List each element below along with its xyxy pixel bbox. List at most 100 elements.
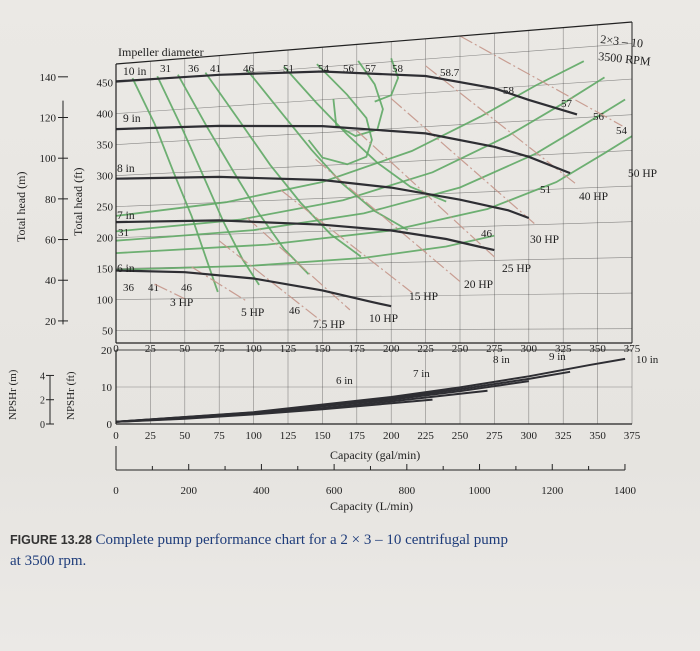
capacity-gpm-tick-label: 0 xyxy=(113,430,119,442)
efficiency-label-low: 41 xyxy=(148,282,159,294)
efficiency-curve xyxy=(307,63,373,166)
top-frame-line xyxy=(115,21,633,65)
efficiency-curve xyxy=(245,68,409,231)
capacity-lpm-tick-label: 200 xyxy=(180,485,197,497)
capacity-gpm-tick-label: 150 xyxy=(314,430,331,442)
grid-line-horizontal xyxy=(115,292,633,300)
capacity-gpm-tick-label: 300 xyxy=(521,430,538,442)
efficiency-label-top: 46 xyxy=(243,63,255,75)
power-line-label: 40 HP xyxy=(579,191,608,203)
capacity-lpm-tick-label: 800 xyxy=(399,485,416,497)
power-line xyxy=(280,189,413,293)
npsh-m-tick-label: 0 xyxy=(40,420,45,431)
capacity-gpm-tick-label: 175 xyxy=(349,430,366,442)
capacity-lpm-tick-label: 0 xyxy=(113,485,119,497)
impeller-label: Impeller diameter xyxy=(118,45,204,59)
figure-caption-text: Complete pump performance chart for a 2 … xyxy=(95,532,508,548)
npsh-ft-tick-label: 10 xyxy=(101,382,113,394)
capacity-gpm-tick-label: 75 xyxy=(214,430,226,442)
figure-caption-text-cont: at 3500 rpm. xyxy=(10,553,87,569)
capacity-gpm-tick-label-upper: 75 xyxy=(214,343,226,355)
capacity-gpm-label: Capacity (gal/min) xyxy=(330,448,420,462)
npsh-curve-label: 10 in xyxy=(636,354,659,366)
head-ft-tick-label: 350 xyxy=(97,140,114,152)
efficiency-label-top: 57 xyxy=(365,63,377,75)
figure-caption: FIGURE 13.28 Complete pump performance c… xyxy=(10,530,690,572)
efficiency-curve xyxy=(374,58,400,103)
capacity-gpm-tick-label-upper: 125 xyxy=(280,343,297,355)
npsh-ft-tick-label: 0 xyxy=(107,419,113,431)
efficiency-label-low: 31 xyxy=(118,227,129,239)
capacity-gpm-tick-label-upper: 50 xyxy=(179,343,191,355)
head-ft-tick-label: 50 xyxy=(102,326,114,338)
head-curve xyxy=(115,219,495,252)
npsh-curve-label: 8 in xyxy=(493,354,510,366)
capacity-gpm-tick-label-upper: 25 xyxy=(145,343,157,355)
efficiency-label-right: 57 xyxy=(561,98,573,110)
efficiency-label-top: 36 xyxy=(188,63,200,75)
head-curve xyxy=(115,269,392,308)
head-ft-axis-label: Total head (ft) xyxy=(71,168,85,236)
capacity-lpm-tick-label: 1000 xyxy=(469,485,492,497)
head-m-tick-label: 100 xyxy=(40,153,57,165)
capacity-gpm-tick-label: 200 xyxy=(383,430,400,442)
power-line-label: 7.5 HP xyxy=(313,319,345,331)
capacity-gpm-tick-label: 50 xyxy=(179,430,191,442)
figure-label: FIGURE 13.28 xyxy=(10,533,92,547)
efficiency-curve xyxy=(115,135,633,254)
head-m-tick-label: 60 xyxy=(45,235,57,247)
power-line-label: 15 HP xyxy=(409,291,438,303)
capacity-gpm-tick-label: 250 xyxy=(452,430,469,442)
capacity-lpm-tick-label: 600 xyxy=(326,485,343,497)
npsh-ft-tick-label: 20 xyxy=(101,345,113,357)
npsh-m-tick-label: 4 xyxy=(40,371,45,382)
efficiency-curve xyxy=(131,77,219,293)
power-line xyxy=(154,283,186,300)
capacity-gpm-tick-label-upper: 375 xyxy=(624,343,641,355)
grid-line-horizontal xyxy=(115,328,633,331)
power-line-label: 10 HP xyxy=(369,313,398,325)
impeller-size-label: 10 in xyxy=(123,66,147,78)
efficiency-label-right: 56 xyxy=(593,111,605,123)
capacity-gpm-tick-label-upper: 0 xyxy=(113,343,119,355)
power-line-label: 5 HP xyxy=(241,307,264,319)
capacity-lpm-label: Capacity (L/min) xyxy=(330,499,413,513)
efficiency-label-top: 58.7 xyxy=(440,67,460,79)
head-ft-tick-label: 450 xyxy=(97,78,114,90)
head-curve xyxy=(115,124,571,175)
efficiency-curve xyxy=(177,74,310,275)
capacity-gpm-tick-label: 375 xyxy=(624,430,641,442)
power-line xyxy=(390,98,537,226)
power-line-label: 3 HP xyxy=(170,297,193,309)
capacity-gpm-tick-label-upper: 100 xyxy=(245,343,262,355)
head-m-tick-label: 80 xyxy=(45,194,57,206)
head-curve xyxy=(115,175,530,220)
head-m-axis-label: Total head (m) xyxy=(14,172,28,242)
head-ft-tick-label: 200 xyxy=(97,233,114,245)
npsh-ft-axis-label: NPSHr (ft) xyxy=(65,371,77,420)
capacity-gpm-tick-label: 25 xyxy=(145,430,157,442)
npsh-m-axis-label: NPSHr (m) xyxy=(7,369,19,420)
efficiency-label-right: 58 xyxy=(503,85,515,97)
efficiency-curve xyxy=(115,76,605,233)
npsh-curve-label: 6 in xyxy=(336,375,353,387)
efficiency-label-right: 46 xyxy=(481,228,493,240)
efficiency-label-top: 56 xyxy=(343,63,355,75)
efficiency-label-right: 51 xyxy=(540,184,551,196)
capacity-gpm-tick-label-upper: 300 xyxy=(521,343,538,355)
power-line xyxy=(246,217,351,311)
power-line-label: 50 HP xyxy=(628,168,657,180)
efficiency-label-top: 51 xyxy=(283,63,294,75)
head-m-tick-label: 40 xyxy=(45,275,57,287)
capacity-lpm-tick-label: 400 xyxy=(253,485,270,497)
grid-line-horizontal xyxy=(115,185,633,207)
capacity-gpm-tick-label: 325 xyxy=(555,430,572,442)
efficiency-label-top: 31 xyxy=(160,63,171,75)
efficiency-label-low: 46 xyxy=(181,282,193,294)
efficiency-curve xyxy=(115,60,585,217)
efficiency-label-low: 46 xyxy=(289,305,301,317)
capacity-lpm-tick-label: 1200 xyxy=(541,485,564,497)
head-ft-tick-label: 250 xyxy=(97,202,114,214)
head-ft-tick-label: 300 xyxy=(97,171,114,183)
capacity-gpm-tick-label-upper: 175 xyxy=(349,343,366,355)
